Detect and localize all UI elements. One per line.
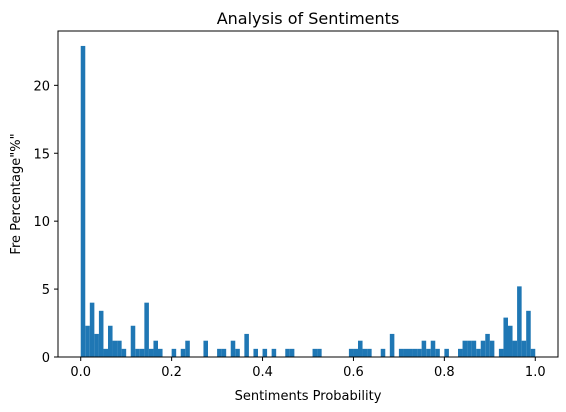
y-axis-ticks: 0 5 10 15 20 xyxy=(33,79,58,366)
y-axis-label: Fre Percentage"%" xyxy=(9,133,24,254)
x-tick-label: 1.0 xyxy=(525,365,546,380)
x-tick-label: 0.6 xyxy=(343,365,364,380)
histogram-bar xyxy=(271,348,277,357)
histogram-bar xyxy=(358,340,363,357)
histogram-bar xyxy=(348,348,354,357)
x-tick-label: 0.4 xyxy=(252,365,273,380)
histogram-bar xyxy=(180,348,186,357)
histogram-bar xyxy=(148,348,154,357)
histogram-bar xyxy=(153,340,158,357)
histogram-bar xyxy=(489,340,495,357)
histogram-bar xyxy=(89,302,95,357)
histogram-bar xyxy=(230,340,236,357)
histogram-bar xyxy=(476,348,481,357)
histogram-bar xyxy=(526,310,531,357)
histogram-bar xyxy=(403,348,408,357)
histogram-bar xyxy=(521,340,527,357)
histogram-bar xyxy=(139,348,145,357)
histogram-bar xyxy=(103,348,108,357)
histogram-bar xyxy=(203,340,208,357)
histogram-bar xyxy=(458,348,463,357)
histogram-bar xyxy=(480,340,486,357)
histogram-bar xyxy=(185,340,190,357)
histogram-bar xyxy=(435,348,440,357)
histogram-bar xyxy=(121,348,127,357)
histogram-bar xyxy=(503,317,508,357)
histogram-bar xyxy=(235,348,240,357)
histogram-bar xyxy=(317,348,322,357)
histogram-bar xyxy=(417,348,422,357)
histogram-bar xyxy=(512,340,518,357)
y-tick-label: 20 xyxy=(33,79,50,94)
histogram-bar xyxy=(508,325,513,357)
histogram-bar xyxy=(485,333,490,357)
x-tick-label: 0.0 xyxy=(70,365,91,380)
histogram-bar xyxy=(444,348,449,357)
histogram-bar xyxy=(398,348,404,357)
histogram-bar xyxy=(108,325,113,357)
bars-group xyxy=(80,45,536,358)
histogram-bar xyxy=(426,348,431,357)
plot-frame xyxy=(57,30,559,358)
histogram-bar xyxy=(135,348,140,357)
histogram-bar xyxy=(85,325,90,357)
y-tick-label: 5 xyxy=(42,283,50,298)
y-tick-label: 10 xyxy=(33,215,50,230)
histogram-bar xyxy=(530,348,536,357)
histogram-bar xyxy=(380,348,386,357)
histogram-bar xyxy=(98,310,104,357)
histogram-bar xyxy=(244,333,249,357)
histogram-bar xyxy=(144,302,149,357)
histogram-bar xyxy=(112,340,118,357)
x-tick-label: 0.8 xyxy=(434,365,455,380)
histogram-bar xyxy=(353,348,358,357)
histogram-bar xyxy=(498,348,504,357)
histogram-bar xyxy=(367,348,372,357)
y-tick-label: 15 xyxy=(33,147,50,162)
histogram-bar xyxy=(517,286,522,357)
histogram-bar xyxy=(421,340,427,357)
x-tick-label: 0.2 xyxy=(161,365,182,380)
histogram-bar xyxy=(408,348,413,357)
histogram-bar xyxy=(80,45,86,358)
histogram-bar xyxy=(412,348,418,357)
y-tick-label: 0 xyxy=(42,351,50,366)
histogram-bar xyxy=(471,340,477,357)
chart-title: Analysis of Sentiments xyxy=(217,9,400,28)
histogram-bar xyxy=(289,348,295,357)
histogram-bar xyxy=(130,325,136,357)
histogram-bar xyxy=(253,348,258,357)
histogram-bar xyxy=(389,333,395,357)
histogram-bar xyxy=(430,340,436,357)
histogram-bar xyxy=(158,348,163,357)
histogram-bar xyxy=(94,333,99,357)
histogram-bar xyxy=(262,348,268,357)
histogram-bar xyxy=(362,348,368,357)
histogram-bar xyxy=(285,348,290,357)
histogram-bar xyxy=(217,348,222,357)
histogram-bar xyxy=(221,348,227,357)
x-axis-label: Sentiments Probability xyxy=(235,389,382,404)
x-axis-ticks: 0.0 0.2 0.4 0.6 0.8 1.0 xyxy=(70,357,546,380)
histogram-bar xyxy=(312,348,318,357)
histogram-bar xyxy=(171,348,177,357)
histogram-bar xyxy=(117,340,122,357)
histogram-bar xyxy=(462,340,468,357)
histogram-bar xyxy=(467,340,472,357)
